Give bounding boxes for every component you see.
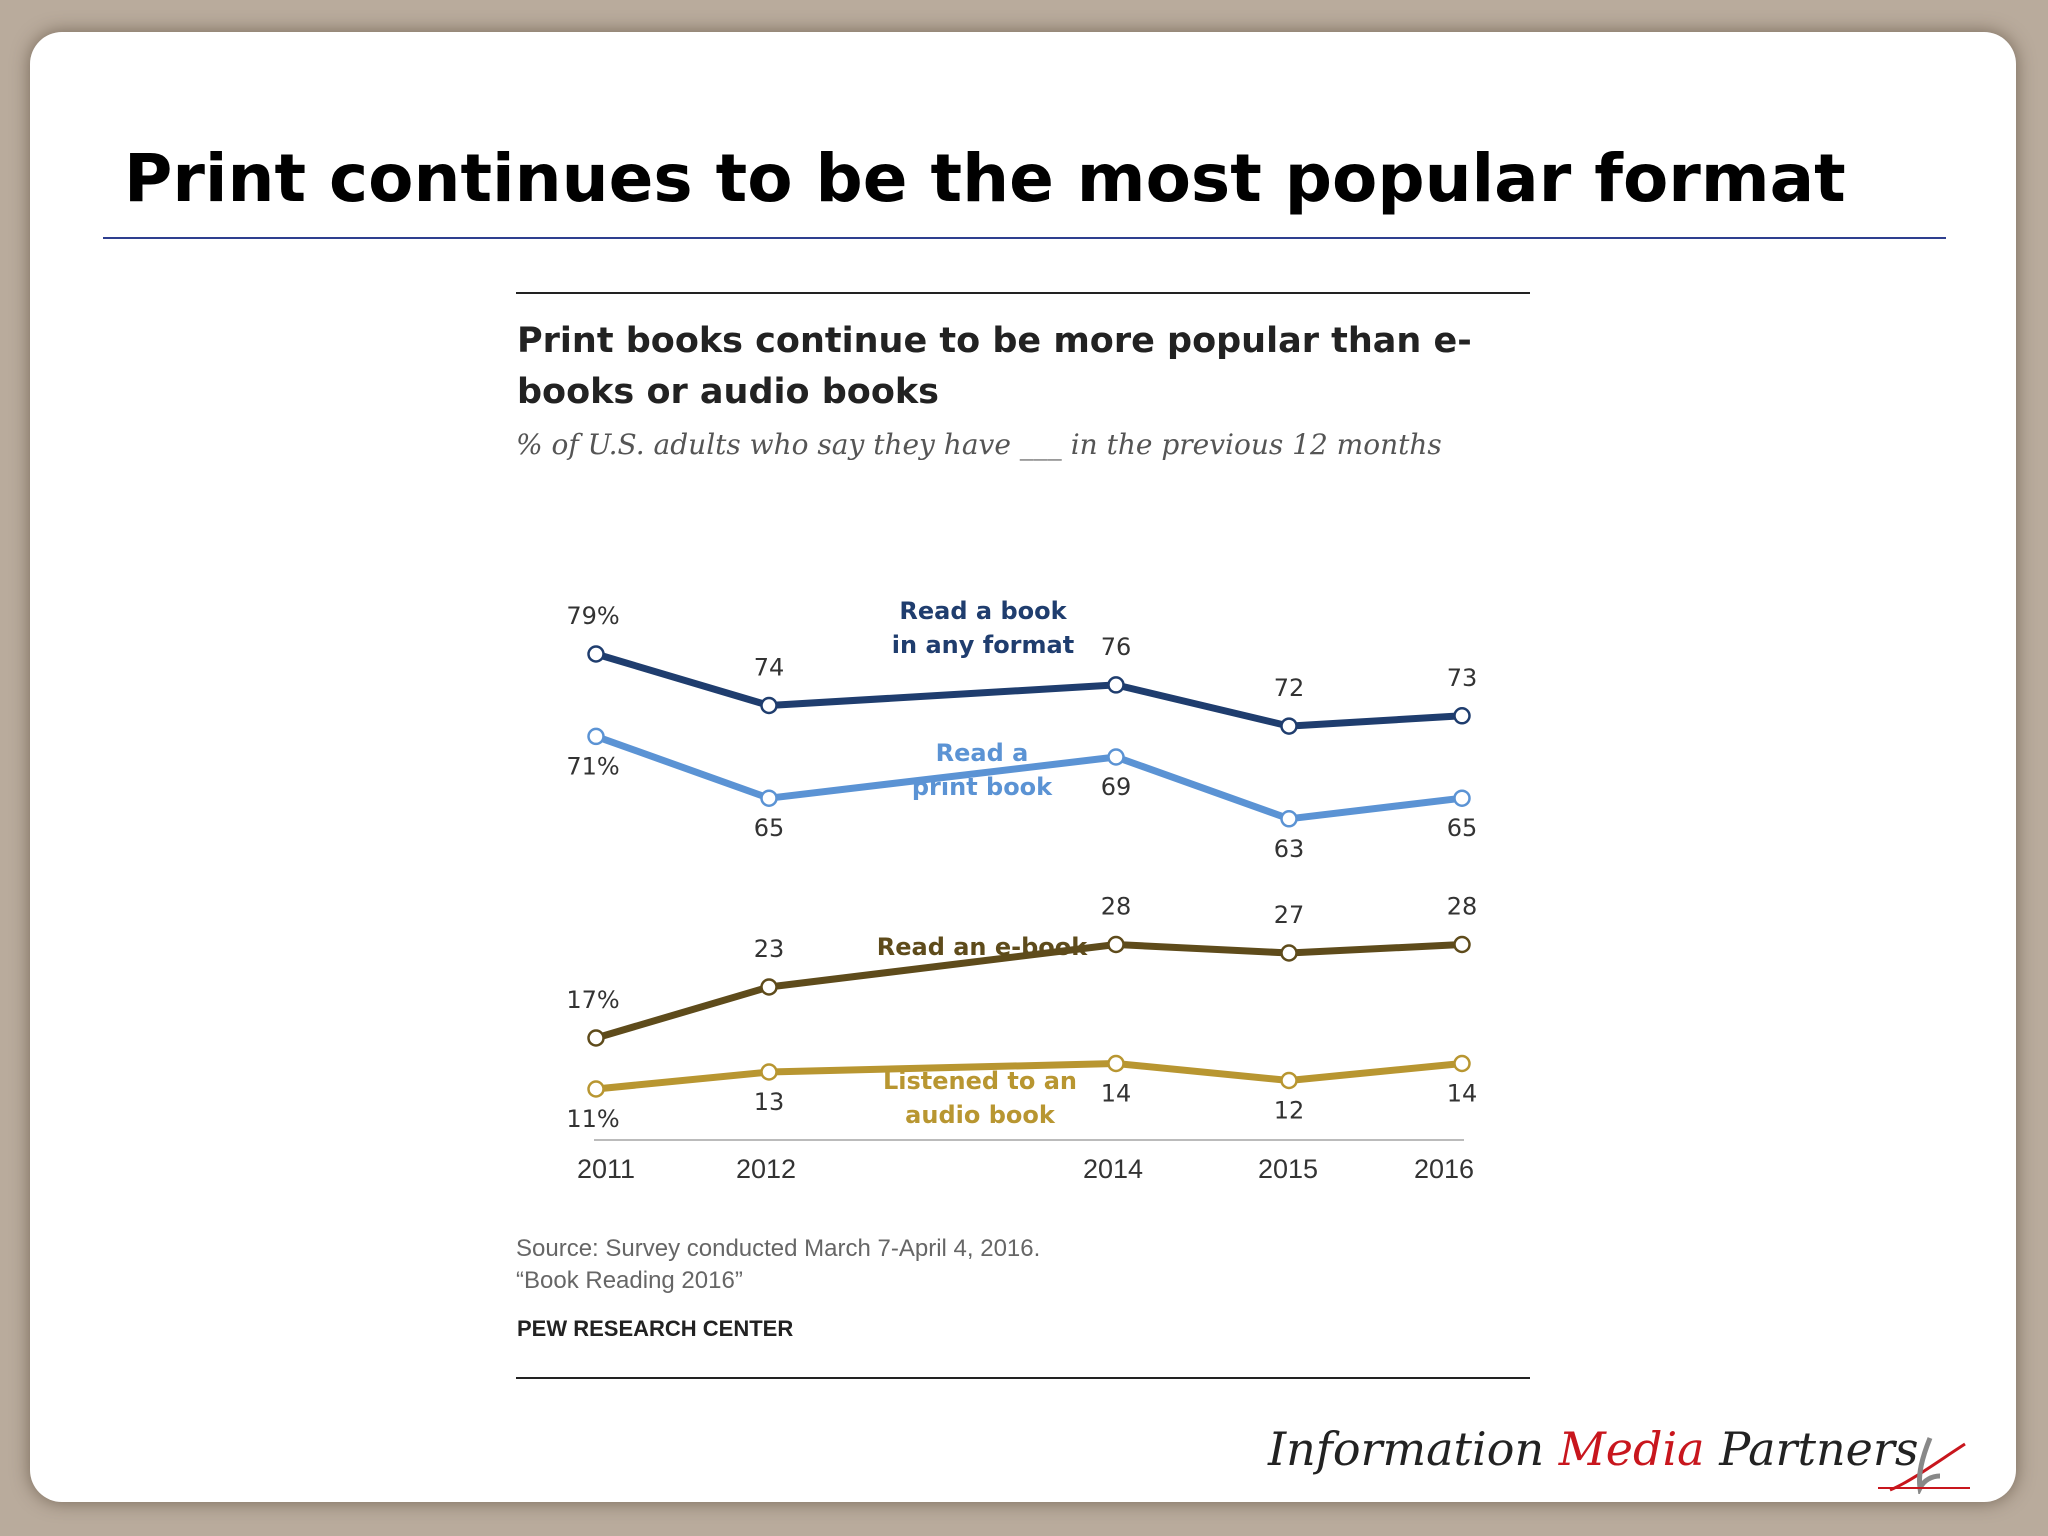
chart-source: Source: Survey conducted March 7-April 4… xyxy=(516,1235,1041,1262)
chart-organization: PEW RESEARCH CENTER xyxy=(517,1316,794,1341)
logo-mark-icon xyxy=(1878,1437,1970,1494)
logo-word-information: Information xyxy=(1268,1422,1545,1476)
chart-top-rule xyxy=(516,292,1530,294)
chart-report-name: “Book Reading 2016” xyxy=(516,1267,743,1294)
chart-title: Print books continue to be more popular … xyxy=(517,321,1472,412)
logo-word-partners: Partners xyxy=(1719,1422,1919,1476)
chart-subtitle: % of U.S. adults who say they have ___ i… xyxy=(516,428,1442,461)
chart-bottom-rule xyxy=(516,1377,1530,1379)
company-logo: Information Media Partners xyxy=(1268,1422,1918,1476)
title-rule xyxy=(103,237,1946,239)
slide xyxy=(30,32,2016,1502)
slide-title: Print continues to be the most popular f… xyxy=(124,140,1846,217)
logo-word-media: Media xyxy=(1558,1422,1705,1476)
